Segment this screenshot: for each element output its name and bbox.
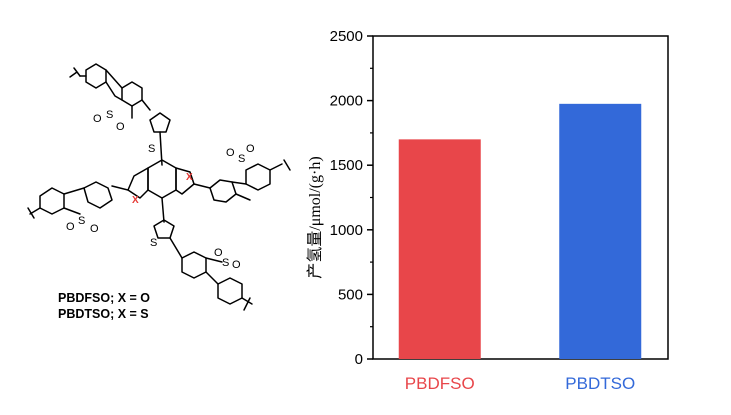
y-tick-label: 2500 xyxy=(330,28,363,45)
bar-chart: 0 500 1000 1500 2000 2500 PBDFSO PBDTSO 产氢量/μm… xyxy=(306,28,669,393)
bar-pbdfso xyxy=(398,139,481,359)
x-category-label-pbdfso: PBDFSO xyxy=(405,374,475,393)
bottom-oxygen-label-1: O xyxy=(232,259,241,271)
left-dbtso-unit xyxy=(27,181,113,219)
bar-pbdtso xyxy=(559,103,642,359)
core-heteroatom-x-1: X xyxy=(186,172,193,183)
top-thiophene-sulfur: S xyxy=(148,143,155,155)
y-tick-label: 0 xyxy=(355,351,363,368)
right-oxygen-label-1: O xyxy=(226,147,235,159)
top-oxygen-label-2: O xyxy=(116,121,125,133)
y-tick-label: 1500 xyxy=(330,157,363,174)
x-category-label-pbdtso: PBDTSO xyxy=(565,374,635,393)
central-core xyxy=(111,159,211,223)
left-oxygen-label-1: O xyxy=(66,221,75,233)
bottom-oxygen-label-2: O xyxy=(214,247,223,259)
y-tick-label: 500 xyxy=(338,286,363,303)
top-sulfur-label: S xyxy=(106,109,113,121)
top-thiophene xyxy=(149,112,171,166)
right-oxygen-label-2: O xyxy=(246,143,255,155)
y-tick-label: 2000 xyxy=(330,93,363,110)
bottom-sulfur-label: S xyxy=(222,257,229,269)
polymer-structure-diagram: S O O S X X S O O xyxy=(27,63,291,321)
y-tick-label: 1000 xyxy=(330,222,363,239)
bottom-dbtso-unit xyxy=(181,251,253,311)
top-dbtso-unit xyxy=(69,63,151,119)
left-oxygen-label-2: O xyxy=(90,223,99,235)
bottom-thiophene xyxy=(153,219,183,259)
core-heteroatom-x-2: X xyxy=(132,195,139,206)
left-sulfur-label: S xyxy=(78,215,85,227)
right-dbtso-unit xyxy=(209,159,291,203)
structure-caption-pbdtso: PBDTSO; X = S xyxy=(58,307,149,321)
top-oxygen-label-1: O xyxy=(93,113,102,125)
right-sulfur-label: S xyxy=(238,153,245,165)
bottom-thiophene-sulfur: S xyxy=(150,237,157,249)
y-axis-title: 产氢量/μmol/(g·h) xyxy=(306,156,324,278)
structure-caption-pbdfso: PBDFSO; X = O xyxy=(58,291,150,305)
